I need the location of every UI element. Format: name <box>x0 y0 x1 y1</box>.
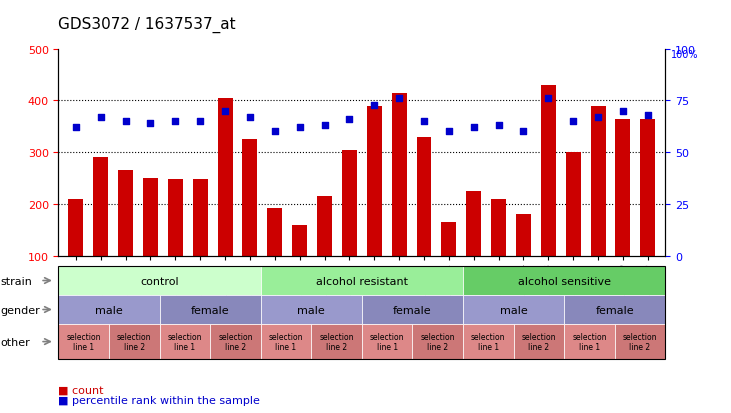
Text: selection
line 2: selection line 2 <box>218 332 253 351</box>
Point <box>368 102 380 109</box>
Text: other: other <box>1 337 31 347</box>
Text: selection
line 1: selection line 1 <box>67 332 101 351</box>
Point <box>120 119 132 125</box>
Bar <box>591 106 605 256</box>
Bar <box>367 106 382 256</box>
Text: GDS3072 / 1637537_at: GDS3072 / 1637537_at <box>58 17 236 33</box>
Point <box>518 129 529 135</box>
Bar <box>193 180 208 256</box>
Bar <box>168 180 183 256</box>
Text: selection
line 1: selection line 1 <box>572 332 607 351</box>
Point <box>468 125 480 131</box>
Text: gender: gender <box>1 305 40 315</box>
Point <box>567 119 579 125</box>
Bar <box>392 93 406 256</box>
Text: control: control <box>140 276 179 286</box>
Point <box>145 121 156 127</box>
Text: male: male <box>500 305 527 315</box>
Point <box>244 114 256 121</box>
Bar <box>541 86 556 256</box>
Point <box>592 114 604 121</box>
Bar <box>317 197 332 256</box>
Text: selection
line 2: selection line 2 <box>420 332 455 351</box>
Bar <box>268 208 282 256</box>
Point <box>194 119 206 125</box>
Point <box>219 108 231 115</box>
Bar <box>342 150 357 256</box>
Bar <box>566 153 580 256</box>
Point <box>493 123 504 129</box>
Bar <box>442 223 456 256</box>
Point <box>70 125 82 131</box>
Bar <box>118 171 133 256</box>
Point <box>542 96 554 102</box>
Text: selection
line 2: selection line 2 <box>117 332 151 351</box>
Point <box>344 116 355 123</box>
Bar <box>143 178 158 256</box>
Text: strain: strain <box>1 276 33 286</box>
Bar <box>69 199 83 256</box>
Bar <box>218 99 232 256</box>
Text: 100%: 100% <box>671 50 699 59</box>
Point <box>617 108 629 115</box>
Point <box>269 129 281 135</box>
Bar <box>491 199 506 256</box>
Text: selection
line 1: selection line 1 <box>167 332 202 351</box>
Text: female: female <box>595 305 634 315</box>
Text: alcohol sensitive: alcohol sensitive <box>518 276 610 286</box>
Point <box>95 114 107 121</box>
Text: selection
line 2: selection line 2 <box>521 332 556 351</box>
Text: selection
line 2: selection line 2 <box>623 332 657 351</box>
Point <box>642 112 654 119</box>
Bar <box>640 119 655 256</box>
Text: selection
line 2: selection line 2 <box>319 332 354 351</box>
Text: selection
line 1: selection line 1 <box>370 332 404 351</box>
Point <box>319 123 330 129</box>
Bar <box>516 215 531 256</box>
Point <box>294 125 306 131</box>
Point <box>418 119 430 125</box>
Bar <box>243 140 257 256</box>
Bar <box>466 192 481 256</box>
Text: male: male <box>298 305 325 315</box>
Bar <box>292 225 307 256</box>
Bar <box>94 158 108 256</box>
Point <box>393 96 405 102</box>
Text: male: male <box>95 305 123 315</box>
Point <box>170 119 181 125</box>
Text: female: female <box>191 305 230 315</box>
Text: ■ count: ■ count <box>58 385 104 394</box>
Bar <box>417 137 431 256</box>
Text: ■ percentile rank within the sample: ■ percentile rank within the sample <box>58 395 260 405</box>
Bar <box>616 119 630 256</box>
Text: selection
line 1: selection line 1 <box>269 332 303 351</box>
Text: selection
line 1: selection line 1 <box>471 332 506 351</box>
Text: alcohol resistant: alcohol resistant <box>316 276 408 286</box>
Point <box>443 129 455 135</box>
Text: female: female <box>393 305 432 315</box>
